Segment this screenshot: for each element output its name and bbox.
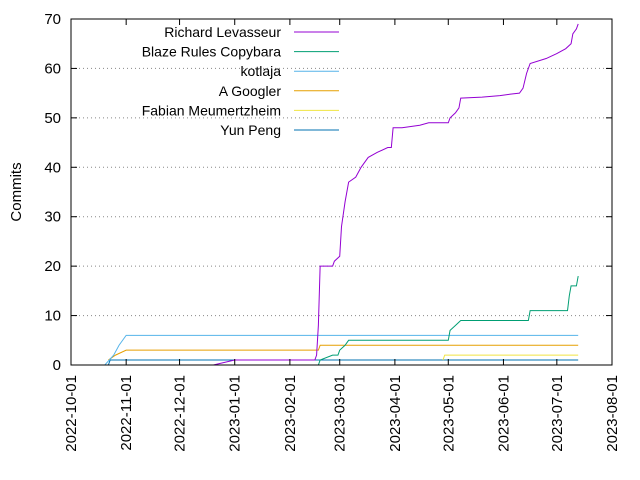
series-line [126,23,579,366]
plot-border [70,18,613,366]
y-axis-label: Commits [8,162,25,221]
y-tick-label: 60 [44,60,61,77]
series-line [104,334,579,366]
series-line [108,275,579,366]
y-tick-label: 0 [53,357,61,374]
legend-label: Richard Levasseur [164,24,281,40]
x-tick-label: 2023-08-01 [604,375,621,452]
y-tick-label: 20 [44,258,61,275]
x-tick-label: 2022-10-01 [63,375,80,452]
legend: Richard Levasseur Blaze Rules Copybara kot… [142,24,339,138]
x-tick-label: 2022-11-01 [118,375,135,451]
x-axis: 2022-10-01 2022-11-01 2022-12-01 2023-01-01… [63,19,621,452]
x-tick-label: 2023-05-01 [440,375,457,452]
y-axis: 0 10 20 30 40 50 60 70 [44,11,612,374]
legend-label: Yun Peng [220,122,281,138]
y-tick-label: 70 [44,11,61,28]
x-tick-label: 2023-01-01 [227,375,244,452]
x-tick-label: 2022-12-01 [172,375,189,452]
legend-label: Fabian Meumertzheim [142,102,281,118]
x-tick-label: 2023-04-01 [387,375,404,452]
series-lines [104,23,579,366]
x-tick-label: 2023-06-01 [495,375,512,452]
y-tick-label: 50 [44,110,61,127]
series-line [108,344,579,361]
x-tick-label: 2023-03-01 [332,375,349,452]
y-tick-label: 30 [44,209,61,226]
y-tick-label: 10 [44,308,61,325]
x-tick-label: 2023-02-01 [282,375,299,452]
legend-label: A Googler [219,83,282,99]
series-line [442,354,579,361]
series-line [107,359,579,366]
x-tick-label: 2023-07-01 [549,375,566,452]
y-tick-label: 40 [44,159,61,176]
legend-label: kotlaja [241,63,282,79]
legend-label: Blaze Rules Copybara [142,44,282,60]
